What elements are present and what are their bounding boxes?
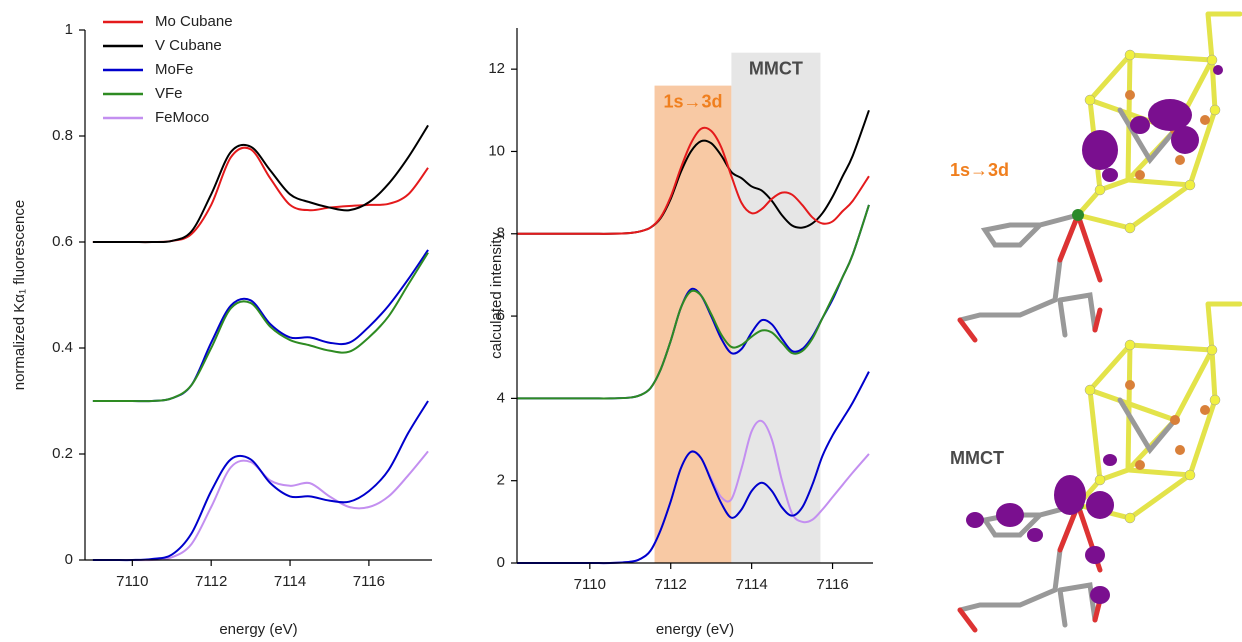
data-line	[92, 400, 429, 562]
y-tick-label: 10	[488, 142, 505, 159]
y-tick-label: 0.4	[52, 339, 73, 356]
y-tick-label: 4	[497, 389, 505, 406]
chart: 1s→3d MMCT 0 2 4 6 8 10 12 7110 7112 7114 7116 energy…	[488, 28, 873, 638]
legend-label: FeMoco	[155, 109, 209, 126]
y-tick-label: 6	[497, 307, 505, 324]
molecule-renders: 1s→3d MMCT	[950, 11, 1242, 633]
y-tick-label: 0	[65, 551, 73, 568]
legend-label: VFe	[155, 85, 183, 102]
data-line	[92, 249, 429, 403]
shaded-region	[654, 85, 732, 563]
x-tick-label: 7114	[736, 576, 768, 593]
data-line	[92, 450, 429, 562]
structure-bottom	[957, 301, 1242, 633]
x-tick-label: 7114	[274, 573, 306, 590]
structure-top	[957, 11, 1242, 343]
legend-label: Mo Cubane	[155, 13, 233, 30]
y-axis-label: calculated intensity	[488, 232, 505, 359]
x-tick-label: 7116	[353, 573, 385, 590]
atom	[1072, 209, 1084, 221]
legend-label: MoFe	[155, 61, 193, 78]
y-tick-label: 12	[488, 60, 505, 77]
y-tick-label: 8	[497, 225, 505, 242]
region-label: MMCT	[749, 58, 803, 78]
data-line	[517, 204, 870, 400]
x-tick-label: 7112	[195, 573, 227, 590]
x-tick-label: 7110	[116, 573, 148, 590]
data-line	[92, 124, 429, 244]
chart: 0 0.2 0.4 0.6 0.8 1 7110 7112 7114 7116 energy (eV…	[11, 13, 432, 638]
y-tick-label: 0	[497, 554, 505, 571]
x-tick-label: 7116	[816, 576, 848, 593]
x-tick-label: 7112	[655, 576, 687, 593]
x-tick-label: 7110	[574, 576, 606, 593]
structure-label: 1s→3d	[950, 160, 1009, 180]
structure-label: MMCT	[950, 448, 1004, 468]
region-label: 1s→3d	[663, 91, 722, 111]
y-axis-label: normalized Kα₁ fluorescence	[11, 200, 28, 391]
data-line	[516, 371, 870, 565]
y-tick-label: 2	[497, 472, 505, 489]
y-tick-label: 1	[65, 21, 73, 38]
y-tick-label: 0.2	[52, 445, 73, 462]
data-line	[92, 252, 429, 403]
data-line	[517, 126, 870, 235]
shaded-region	[731, 52, 821, 563]
x-axis-label: energy (eV)	[656, 621, 734, 638]
x-axis-label: energy (eV)	[219, 621, 297, 638]
legend-label: V Cubane	[155, 37, 222, 54]
y-tick-label: 0.6	[52, 233, 73, 250]
y-tick-label: 0.8	[52, 127, 73, 144]
